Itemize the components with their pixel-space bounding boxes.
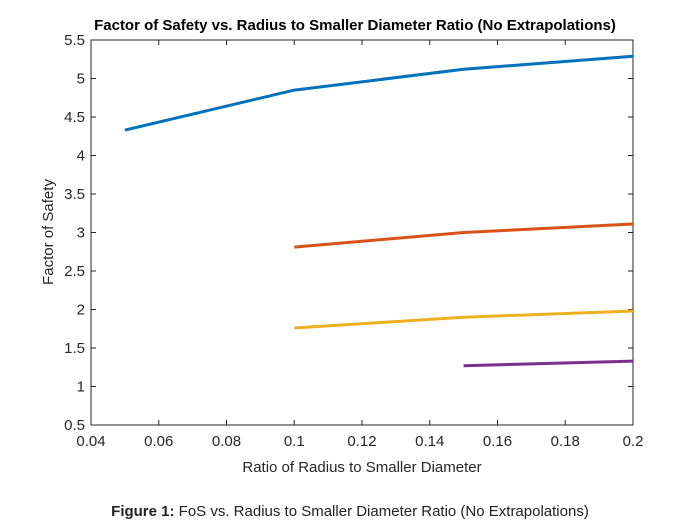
- y-axis-label: Factor of Safety: [40, 179, 57, 285]
- y-tick-label: 1.5: [64, 340, 85, 357]
- x-tick-label: 0.16: [483, 433, 512, 450]
- x-tick-label: 0.12: [347, 433, 376, 450]
- caption-label: Figure 1:: [111, 503, 175, 520]
- x-axis-ticks: 0.04 0.06 0.08 0.1 0.12 0.14 0.16 0.18 0.2: [76, 40, 643, 450]
- series-line-1: [124, 54, 634, 132]
- y-tick-label: 4: [77, 148, 85, 165]
- plot-background: [91, 40, 633, 425]
- y-tick-label: 5: [77, 71, 85, 88]
- y-tick-label: 4.5: [64, 109, 85, 126]
- y-axis-ticks: 0.5 1 1.5 2 2.5 3 3.5 4 4.5 5 5.5: [64, 32, 633, 434]
- y-tick-label: 1: [77, 379, 85, 396]
- x-tick-label: 0.06: [144, 433, 173, 450]
- figure-caption: Figure 1: FoS vs. Radius to Smaller Diam…: [0, 503, 700, 520]
- y-tick-label: 5.5: [64, 32, 85, 49]
- caption-text: FoS vs. Radius to Smaller Diameter Ratio…: [174, 503, 589, 520]
- x-tick-label: 0.04: [76, 433, 105, 450]
- y-tick-label: 2: [77, 302, 85, 319]
- x-tick-label: 0.1: [284, 433, 305, 450]
- series-line-4: [463, 359, 634, 368]
- line-chart: Factor of Safety vs. Radius to Smaller D…: [40, 17, 643, 476]
- x-axis-label: Ratio of Radius to Smaller Diameter: [242, 459, 481, 476]
- x-tick-label: 0.08: [212, 433, 241, 450]
- x-tick-label: 0.18: [551, 433, 580, 450]
- y-tick-label: 3: [77, 225, 85, 242]
- series-line-2: [294, 222, 634, 249]
- y-tick-label: 2.5: [64, 263, 85, 280]
- x-tick-label: 0.2: [623, 433, 644, 450]
- y-tick-label: 3.5: [64, 186, 85, 203]
- series-layer: [124, 54, 634, 368]
- x-tick-label: 0.14: [415, 433, 444, 450]
- chart-title: Factor of Safety vs. Radius to Smaller D…: [94, 17, 616, 34]
- y-tick-label: 0.5: [64, 417, 85, 434]
- series-line-3: [294, 309, 634, 330]
